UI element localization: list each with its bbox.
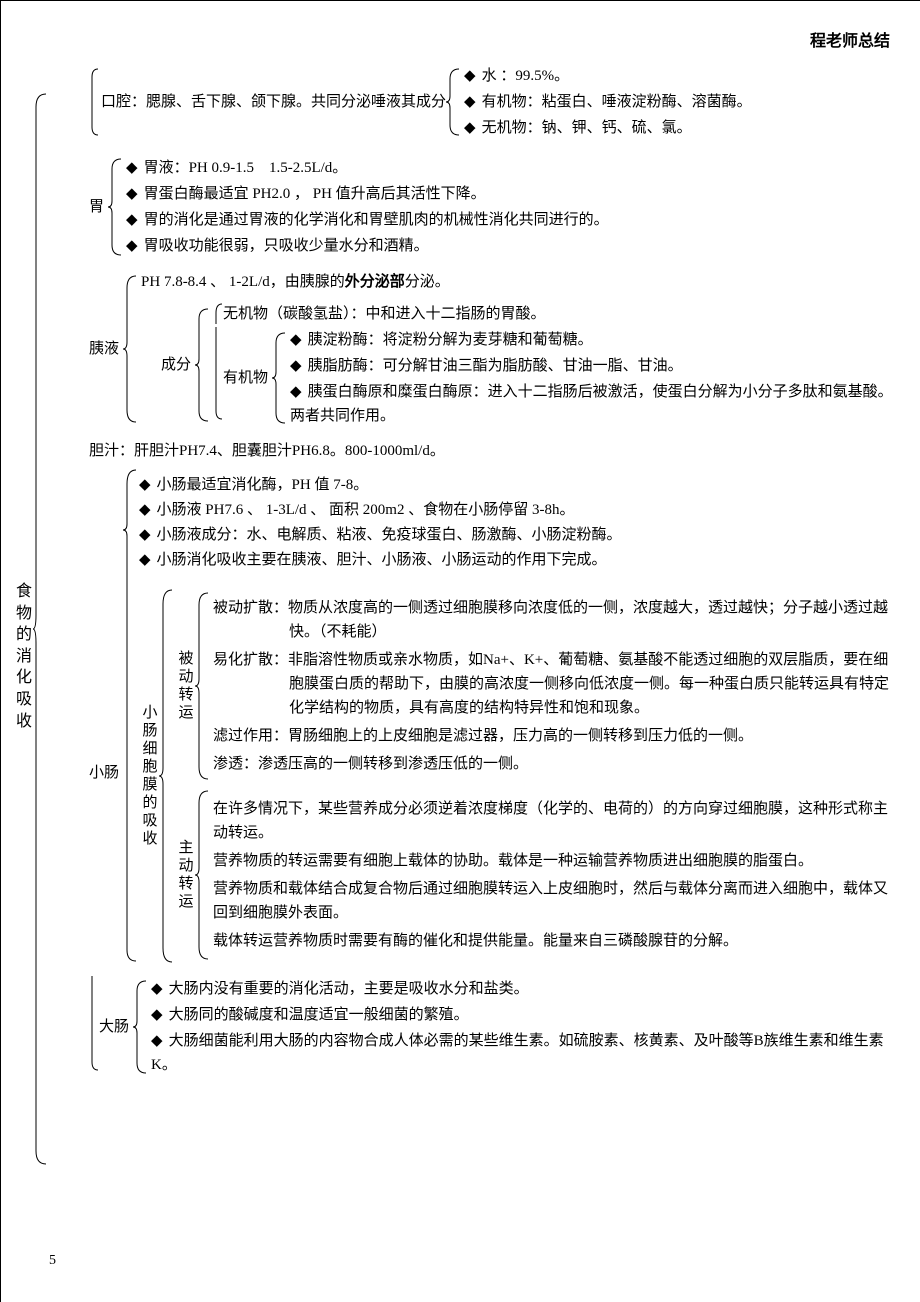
oral-item: 水 ：99.5%。 [464,64,900,88]
pancreas-content: PH 7.8-8.4 、 1-2L/d，由胰腺的外分泌部分泌。 成分 无机物（碳… [137,269,900,429]
oral-cavity-row: 口腔： 腮腺、舌下腺、颌下腺。共同分泌唾液其成分 水 ：99.5%。 有机物：粘… [89,63,900,141]
li-brace [133,979,147,1075]
si-content: 小肠细胞膜的吸收 被动转运 被动扩散：物质从浓度高的一侧透过细胞膜移向浓度低的一… [137,582,900,964]
organic-row: 有机物 胰淀粉酶：将淀粉分解为麦芽糖和葡萄糖。 胰脂肪酶：可分解甘油三酯为脂肪酸… [213,327,900,429]
passive-label: 被动转运 [177,591,195,781]
si-top-item: 小肠消化吸收主要在胰液、胆汁、小肠液、小肠运动的作用下完成。 [139,548,900,572]
stomach-section: 胃 胃液：PH 0.9-1.5 1.5-2.5L/d。 胃蛋白酶最适宜 PH2.… [89,155,900,259]
passive-item: 渗透：渗透压高的一侧转移到渗透压低的一侧。 [213,752,900,776]
membrane-content: 被动转运 被动扩散：物质从浓度高的一侧透过细胞膜移向浓度低的一侧，浓度越大，透过… [173,588,900,964]
membrane-label: 小肠细胞膜的吸收 [141,588,159,964]
membrane-brace [159,588,173,964]
si-brace [123,468,137,963]
root-brace [33,93,47,1165]
oral-brace [446,67,460,137]
active-items: 在许多情况下，某些营养成分必须逆着浓度梯度（化学的、电荷的）的方向穿过细胞膜，这… [209,789,900,961]
active-label: 主动转运 [177,789,195,961]
stomach-item: 胃的消化是通过胃液的化学消化和胃壁肌肉的机械性消化共同进行的。 [126,208,900,232]
oral-items: 水 ：99.5%。 有机物：粘蛋白、唾液淀粉酶、溶菌酶。 无机物：钠、钾、钙、硫… [460,63,900,141]
si-top-items: 小肠最适宜消化酶，PH 值 7-8。 小肠液 PH7.6 、 1-3L/d 、 … [139,473,900,572]
passive-item: 被动扩散：物质从浓度高的一侧透过细胞膜移向浓度低的一侧，浓度越大，透过越快；分子… [213,596,900,644]
page-number: 5 [49,1250,56,1272]
li-item: 大肠内没有重要的消化活动，主要是吸收水分和盐类。 [151,977,900,1001]
passive-row: 被动转运 被动扩散：物质从浓度高的一侧透过细胞膜移向浓度低的一侧，浓度越大，透过… [177,591,900,781]
active-item: 在许多情况下，某些营养成分必须逆着浓度梯度（化学的、电荷的）的方向穿过细胞膜，这… [213,797,900,845]
pancreas-brace [123,274,137,424]
organic-item: 胰蛋白酶原和糜蛋白酶原：进入十二指肠后被激活，使蛋白分解为小分子多肽和氨基酸。 … [290,380,900,428]
li-item: 大肠细菌能利用大肠的内容物合成人体必需的某些维生素。如硫胺素、核黄素、及叶酸等B… [151,1029,900,1077]
document-page: 程老师总结 食物的消化吸收 口腔： 腮腺、舌下腺、颌下腺。共同分泌唾液其成分 水… [0,0,920,1302]
oral-label: 口腔： [101,90,146,114]
oral-item: 无机物：钠、钾、钙、硫、氯。 [464,116,900,140]
pancreas-label: 胰液 [89,269,123,429]
active-item: 载体转运营养物质时需要有酶的催化和提供能量。能量来自三磷酸腺苷的分解。 [213,929,900,953]
li-label: 大肠 [99,976,133,1078]
inorg-brace-top [213,302,223,324]
pancreas-top-line: PH 7.8-8.4 、 1-2L/d，由胰腺的外分泌部分泌。 [141,270,900,294]
stomach-item: 胃液：PH 0.9-1.5 1.5-2.5L/d。 [126,156,900,180]
organic-item: 胰淀粉酶：将淀粉分解为麦芽糖和葡萄糖。 [290,328,900,352]
si-top-item: 小肠最适宜消化酶，PH 值 7-8。 [139,473,900,497]
pancreas-inorganic: 无机物（碳酸氢盐）：中和进入十二指肠的胃酸。 [223,302,546,326]
li-items: 大肠内没有重要的消化活动，主要是吸收水分和盐类。 大肠同的酸碱度和温度适宜一般细… [147,976,900,1078]
pancreas-section: 胰液 PH 7.8-8.4 、 1-2L/d，由胰腺的外分泌部分泌。 成分 无机… [89,269,900,429]
li-item: 大肠同的酸碱度和温度适宜一般细菌的繁殖。 [151,1003,900,1027]
organic-items: 胰淀粉酶：将淀粉分解为麦芽糖和葡萄糖。 胰脂肪酶：可分解甘油三酯为脂肪酸、甘油一… [286,327,900,429]
stomach-brace [108,157,122,257]
stomach-item: 胃蛋白酶最适宜 PH2.0 ， PH 值升高后其活性下降。 [126,182,900,206]
large-intestine-section: 大肠 大肠内没有重要的消化活动，主要是吸收水分和盐类。 大肠同的酸碱度和温度适宜… [89,976,900,1078]
organic-brace [272,331,286,425]
active-item: 营养物质和载体结合成复合物后通过细胞膜转运入上皮细胞时，然后与载体分离而进入细胞… [213,877,900,925]
si-top-item: 小肠液 PH7.6 、 1-3L/d 、 面积 200m2 、食物在小肠停留 3… [139,498,900,522]
si-label: 小肠 [89,582,123,964]
page-header: 程老师总结 [49,29,900,55]
si-top-item: 小肠液成分：水、电解质、粘液、免疫球蛋白、肠激酶、小肠淀粉酶。 [139,523,900,547]
organic-label: 有机物 [223,327,272,429]
cheng-label: 成分 [141,301,195,429]
active-row: 主动转运 在许多情况下，某些营养成分必须逆着浓度梯度（化学的、电荷的）的方向穿过… [177,789,900,961]
membrane-row: 小肠细胞膜的吸收 被动转运 被动扩散：物质从浓度高的一侧透过细胞膜移向浓度低的一… [141,588,900,964]
passive-items: 被动扩散：物质从浓度高的一侧透过细胞膜移向浓度低的一侧，浓度越大，透过越快；分子… [209,591,900,781]
pancreas-top-suffix: 分泌。 [405,274,450,290]
pancreas-cheng-row: 成分 无机物（碳酸氢盐）：中和进入十二指肠的胃酸。 有机物 胰淀粉酶：将淀粉分解… [141,301,900,429]
stomach-label: 胃 [89,155,108,259]
passive-item: 易化扩散：非脂溶性物质或亲水物质，如Na+、K+、葡萄糖、氨基酸不能透过细胞的双… [213,648,900,720]
passive-item: 滤过作用：胃肠细胞上的上皮细胞是滤过器，压力高的一侧转移到压力低的一侧。 [213,724,900,748]
stomach-items: 胃液：PH 0.9-1.5 1.5-2.5L/d。 胃蛋白酶最适宜 PH2.0 … [122,155,900,259]
small-intestine-section: 小肠 小肠细胞膜的吸收 被动转运 被动扩散：物质从浓度高的一侧透过细胞膜移向浓度… [89,582,900,964]
li-left-tick [89,976,99,1072]
passive-brace [195,591,209,781]
inorg-brace-bottom [213,327,223,421]
stomach-item: 胃吸收功能很弱，只吸收少量水分和酒精。 [126,234,900,258]
active-item: 营养物质的转运需要有细胞上载体的协助。载体是一种运输营养物质进出细胞膜的脂蛋白。 [213,849,900,873]
cheng-brace [195,307,209,423]
oral-left-brace [89,67,99,137]
bile-line: 胆汁：肝胆汁PH7.4、胆囊胆汁PH6.8。800-1000ml/d。 [89,439,900,463]
oral-item: 有机物：粘蛋白、唾液淀粉酶、溶菌酶。 [464,90,900,114]
pancreas-top-prefix: PH 7.8-8.4 、 1-2L/d，由胰腺的 [141,274,345,290]
pancreas-top-bold: 外分泌部 [345,274,405,290]
root-label: 食物的消化吸收 [15,581,33,732]
organic-item: 胰脂肪酶：可分解甘油三酯为脂肪酸、甘油一脂、甘油。 [290,354,900,378]
active-brace [195,789,209,961]
oral-intro: 腮腺、舌下腺、颌下腺。共同分泌唾液其成分 [146,90,446,114]
cheng-content: 无机物（碳酸氢盐）：中和进入十二指肠的胃酸。 有机物 胰淀粉酶：将淀粉分解为麦芽… [209,301,900,429]
